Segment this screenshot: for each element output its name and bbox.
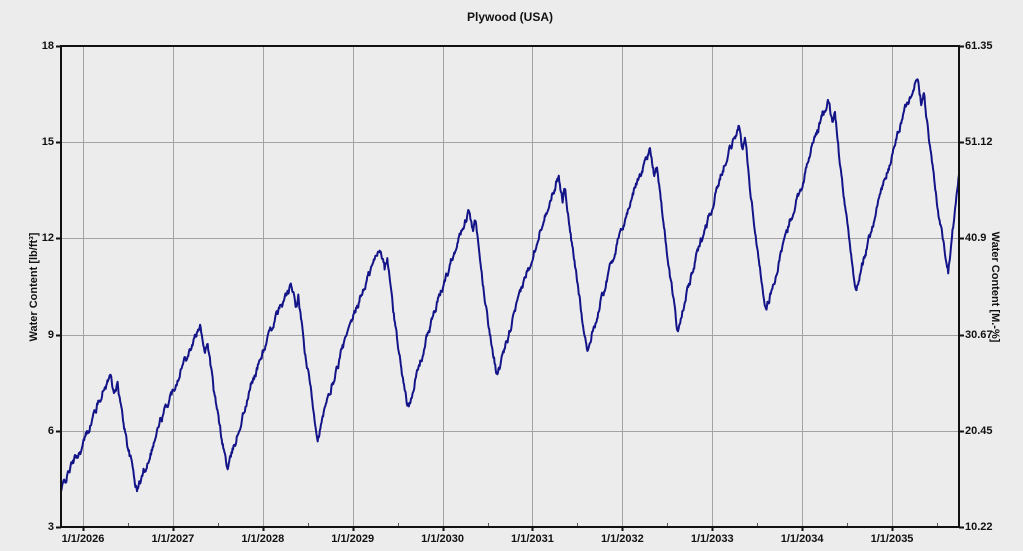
x-tick-label: 1/1/2034 — [780, 533, 824, 545]
y-right-tick-label: 30.67 — [965, 328, 993, 341]
x-tick-label: 1/1/2032 — [600, 533, 644, 545]
y-right-tick-label: 61.35 — [965, 40, 993, 52]
y-left-tick-label: 9 — [47, 328, 54, 341]
chart-title: Plywood (USA) — [467, 10, 553, 24]
y-right-tick-label: 40.9 — [965, 232, 987, 245]
y-right-tick-label: 20.45 — [965, 424, 993, 437]
water-content-line — [60, 78, 960, 493]
x-tick-label: 1/1/2033 — [690, 533, 734, 545]
y-left-tick-label: 6 — [47, 424, 54, 437]
x-tick-label: 1/1/2030 — [421, 533, 464, 545]
y-right-tick-label: 10.22 — [965, 521, 993, 533]
x-tick-label: 1/1/2026 — [61, 533, 105, 545]
y-left-tick-label: 18 — [41, 40, 54, 52]
y-right-tick-label: 51.12 — [965, 136, 993, 149]
x-tick-label: 1/1/2035 — [870, 533, 914, 545]
y-left-tick-label: 12 — [41, 232, 54, 245]
plot-frame — [60, 45, 960, 528]
x-tick-label: 1/1/2027 — [151, 533, 195, 545]
x-tick-label: 1/1/2031 — [511, 533, 554, 545]
x-tick-label: 1/1/2028 — [241, 533, 285, 545]
y-left-tick-label: 15 — [41, 136, 54, 149]
x-tick-label: 1/1/2029 — [331, 533, 375, 545]
y-left-tick-label: 3 — [47, 521, 54, 533]
